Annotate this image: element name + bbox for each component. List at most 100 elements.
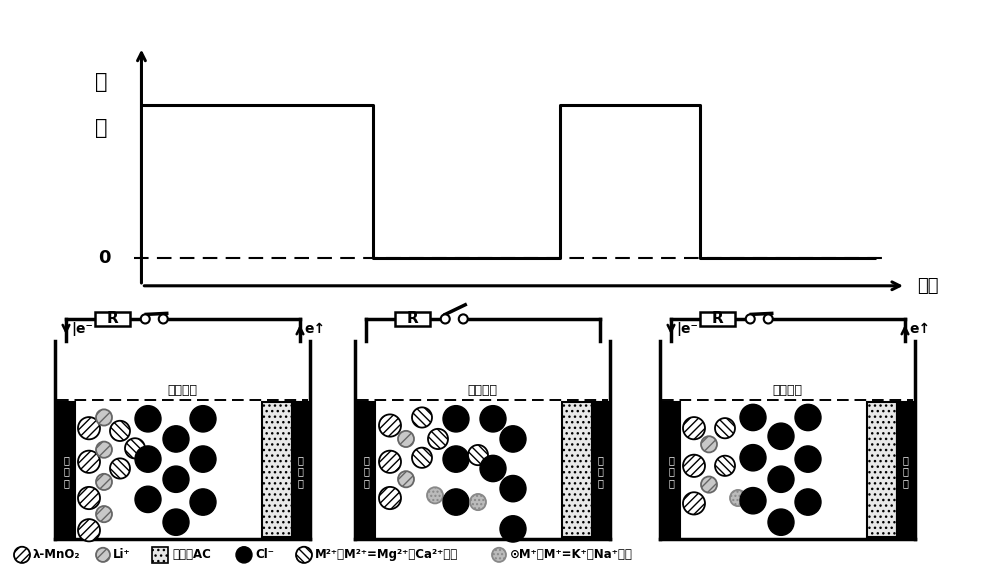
Circle shape (96, 548, 110, 562)
Circle shape (500, 426, 526, 452)
Circle shape (764, 314, 773, 324)
Circle shape (480, 405, 506, 432)
Circle shape (78, 487, 100, 509)
Circle shape (715, 456, 735, 476)
Bar (662, 403, 680, 536)
Circle shape (480, 455, 506, 481)
Circle shape (379, 451, 401, 473)
Text: 含锂盐水: 含锂盐水 (468, 384, 498, 397)
Circle shape (492, 548, 506, 562)
Circle shape (500, 516, 526, 542)
FancyBboxPatch shape (700, 312, 735, 326)
Text: 集
流
体: 集 流 体 (363, 455, 369, 488)
Circle shape (78, 417, 100, 439)
Circle shape (412, 407, 432, 428)
Bar (897, 403, 913, 536)
Bar (152, 547, 168, 563)
Circle shape (795, 404, 821, 430)
Circle shape (428, 429, 448, 449)
Circle shape (96, 506, 112, 522)
Circle shape (135, 486, 161, 513)
Circle shape (701, 436, 717, 452)
Circle shape (163, 466, 189, 492)
Circle shape (768, 509, 794, 535)
Bar (262, 403, 292, 536)
Circle shape (379, 487, 401, 509)
Bar (292, 403, 308, 536)
Text: 流: 流 (95, 118, 107, 138)
Text: 时间: 时间 (917, 277, 938, 295)
Circle shape (159, 314, 168, 324)
Circle shape (443, 489, 469, 515)
Text: |e⁻: |e⁻ (71, 322, 93, 336)
Text: Li⁺: Li⁺ (113, 548, 131, 561)
Circle shape (236, 547, 252, 563)
Circle shape (78, 519, 100, 541)
Text: R: R (407, 311, 419, 327)
Circle shape (96, 409, 112, 426)
Circle shape (78, 451, 100, 473)
Text: Cl⁻: Cl⁻ (255, 548, 274, 561)
Circle shape (795, 446, 821, 472)
Circle shape (427, 487, 443, 503)
Text: 含锂盐水: 含锂盐水 (772, 384, 802, 397)
Circle shape (683, 492, 705, 514)
Text: λ-MnO₂: λ-MnO₂ (33, 548, 80, 561)
Text: e↑: e↑ (304, 322, 325, 336)
Bar (562, 403, 592, 536)
Circle shape (135, 405, 161, 432)
Circle shape (768, 423, 794, 450)
FancyBboxPatch shape (395, 312, 430, 326)
Text: 含锂盐水: 含锂盐水 (168, 384, 198, 397)
Text: ⊙M⁺（M⁺=K⁺、Na⁺等）: ⊙M⁺（M⁺=K⁺、Na⁺等） (510, 548, 633, 561)
Circle shape (163, 426, 189, 452)
Text: 集
流
体: 集 流 体 (668, 455, 674, 488)
Circle shape (701, 476, 717, 493)
Text: 集
流
体: 集 流 体 (902, 455, 908, 488)
Text: 集
流
体: 集 流 体 (297, 455, 303, 488)
Circle shape (715, 418, 735, 438)
Circle shape (443, 446, 469, 472)
Circle shape (683, 455, 705, 477)
Circle shape (296, 547, 312, 563)
Circle shape (683, 417, 705, 439)
Circle shape (500, 476, 526, 502)
Circle shape (740, 404, 766, 430)
Text: 集
流
体: 集 流 体 (63, 455, 69, 488)
Bar (57, 403, 75, 536)
Text: R: R (712, 311, 724, 327)
Circle shape (746, 314, 755, 324)
Circle shape (96, 442, 112, 458)
Text: R: R (107, 311, 119, 327)
Circle shape (412, 447, 432, 468)
Circle shape (795, 489, 821, 515)
Text: |e⁻: |e⁻ (676, 322, 698, 336)
Circle shape (740, 445, 766, 471)
Circle shape (740, 488, 766, 514)
Text: 电: 电 (95, 72, 107, 92)
Text: 0: 0 (98, 249, 111, 267)
Text: 活性炭AC: 活性炭AC (172, 548, 211, 561)
Text: e↑: e↑ (909, 322, 930, 336)
Circle shape (379, 414, 401, 437)
Circle shape (110, 458, 130, 479)
Circle shape (163, 509, 189, 535)
Circle shape (190, 405, 216, 432)
Circle shape (190, 446, 216, 472)
Circle shape (398, 471, 414, 487)
Circle shape (443, 405, 469, 432)
Circle shape (141, 314, 150, 324)
Circle shape (468, 445, 488, 465)
Text: 集
流
体: 集 流 体 (597, 455, 603, 488)
Circle shape (190, 489, 216, 515)
FancyBboxPatch shape (95, 312, 130, 326)
Circle shape (125, 438, 145, 459)
Circle shape (768, 466, 794, 492)
Circle shape (398, 431, 414, 447)
Circle shape (14, 547, 30, 563)
Bar (357, 403, 375, 536)
Circle shape (441, 314, 450, 324)
Circle shape (110, 421, 130, 441)
Circle shape (470, 494, 486, 510)
Circle shape (459, 314, 468, 324)
